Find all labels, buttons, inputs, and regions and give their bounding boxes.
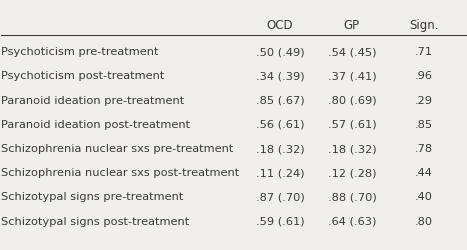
Text: .44: .44 (415, 168, 433, 178)
Text: Psychoticism post-treatment: Psychoticism post-treatment (1, 71, 165, 81)
Text: .64 (.63): .64 (.63) (328, 217, 376, 227)
Text: .37 (.41): .37 (.41) (327, 71, 376, 81)
Text: Psychoticism pre-treatment: Psychoticism pre-treatment (1, 47, 159, 57)
Text: .78: .78 (415, 144, 433, 154)
Text: .11 (.24): .11 (.24) (255, 168, 304, 178)
Text: .85 (.67): .85 (.67) (255, 96, 304, 106)
Text: .40: .40 (415, 192, 433, 202)
Text: .29: .29 (415, 96, 433, 106)
Text: .59 (.61): .59 (.61) (255, 217, 304, 227)
Text: Schizophrenia nuclear sxs post-treatment: Schizophrenia nuclear sxs post-treatment (1, 168, 240, 178)
Text: .71: .71 (415, 47, 433, 57)
Text: .88 (.70): .88 (.70) (327, 192, 376, 202)
Text: Schizophrenia nuclear sxs pre-treatment: Schizophrenia nuclear sxs pre-treatment (1, 144, 234, 154)
Text: Paranoid ideation pre-treatment: Paranoid ideation pre-treatment (1, 96, 184, 106)
Text: .50 (.49): .50 (.49) (255, 47, 304, 57)
Text: .96: .96 (415, 71, 433, 81)
Text: .34 (.39): .34 (.39) (255, 71, 304, 81)
Text: .80 (.69): .80 (.69) (327, 96, 376, 106)
Text: .18 (.32): .18 (.32) (327, 144, 376, 154)
Text: Schizotypal signs pre-treatment: Schizotypal signs pre-treatment (1, 192, 184, 202)
Text: .80: .80 (415, 217, 433, 227)
Text: .12 (.28): .12 (.28) (328, 168, 376, 178)
Text: OCD: OCD (267, 19, 293, 32)
Text: Schizotypal signs post-treatment: Schizotypal signs post-treatment (1, 217, 190, 227)
Text: .85: .85 (415, 120, 433, 130)
Text: .57 (.61): .57 (.61) (327, 120, 376, 130)
Text: Sign.: Sign. (409, 19, 439, 32)
Text: Paranoid ideation post-treatment: Paranoid ideation post-treatment (1, 120, 191, 130)
Text: .87 (.70): .87 (.70) (255, 192, 304, 202)
Text: .18 (.32): .18 (.32) (255, 144, 304, 154)
Text: .54 (.45): .54 (.45) (328, 47, 376, 57)
Text: GP: GP (344, 19, 360, 32)
Text: .56 (.61): .56 (.61) (255, 120, 304, 130)
